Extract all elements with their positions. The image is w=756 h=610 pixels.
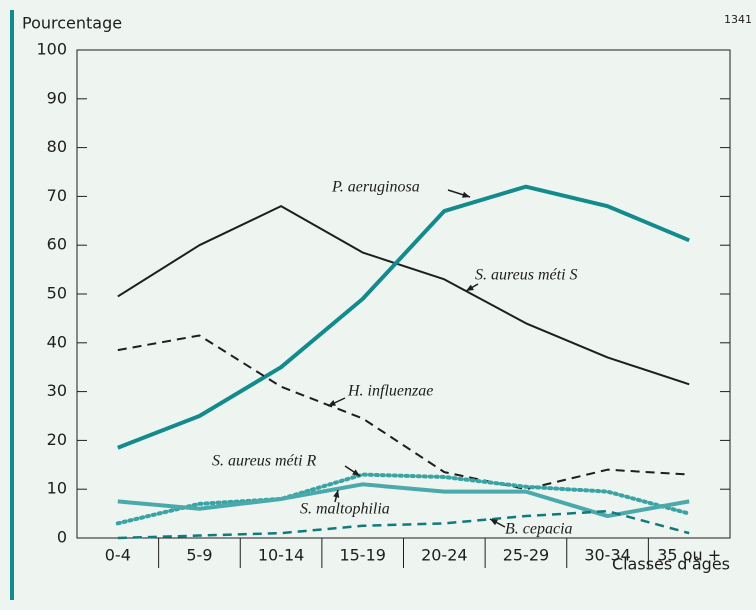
series-line xyxy=(117,482,690,519)
y-tick-label: 20 xyxy=(47,430,67,449)
y-tick-label: 70 xyxy=(47,186,67,205)
x-tick-label: 15-19 xyxy=(339,546,386,565)
arrow-head xyxy=(462,191,470,198)
series-label: P. aeruginosa xyxy=(331,179,420,196)
y-tick-label: 90 xyxy=(47,88,67,107)
x-tick-label: 25-29 xyxy=(503,546,550,565)
arrow-head xyxy=(352,469,360,476)
y-tick-label: 100 xyxy=(36,40,67,59)
plot-frame xyxy=(76,49,731,539)
x-tick-label: 5-9 xyxy=(186,546,212,565)
y-tick-label: 60 xyxy=(47,235,67,254)
x-tick-label: 20-24 xyxy=(421,546,468,565)
arrow-head xyxy=(490,519,498,526)
series-line xyxy=(117,334,690,491)
series-label: S. aureus méti S xyxy=(475,267,578,284)
arrow-head xyxy=(328,400,336,406)
arrow-head xyxy=(333,490,340,498)
y-tick-label: 30 xyxy=(47,381,67,400)
series-line xyxy=(117,184,690,450)
arrow-head xyxy=(466,284,474,291)
y-axis-label: Pourcentage xyxy=(22,14,122,33)
series-label: S. aureus méti R xyxy=(212,453,317,470)
annotation: 1341 xyxy=(724,13,752,26)
y-tick-label: 10 xyxy=(47,479,67,498)
x-tick-label: 0-4 xyxy=(105,546,131,565)
series-line xyxy=(117,509,690,540)
x-axis-label: Classes d'âges xyxy=(612,555,730,574)
y-tick-label: 0 xyxy=(57,528,67,547)
x-tick-label: 10-14 xyxy=(258,546,305,565)
series-line xyxy=(117,205,690,386)
x-tick-label: 30-34 xyxy=(584,546,631,565)
y-tick-label: 80 xyxy=(47,137,67,156)
y-tick-label: 50 xyxy=(47,284,67,303)
y-tick-label: 40 xyxy=(47,332,67,351)
series-label: H. influenzae xyxy=(347,383,433,400)
x-tick-label: 35 ou + xyxy=(657,546,721,565)
series-label: B. cepacia xyxy=(505,521,573,538)
side-bar xyxy=(10,10,14,600)
series-label: S. maltophilia xyxy=(300,501,390,518)
series-line xyxy=(115,472,692,526)
